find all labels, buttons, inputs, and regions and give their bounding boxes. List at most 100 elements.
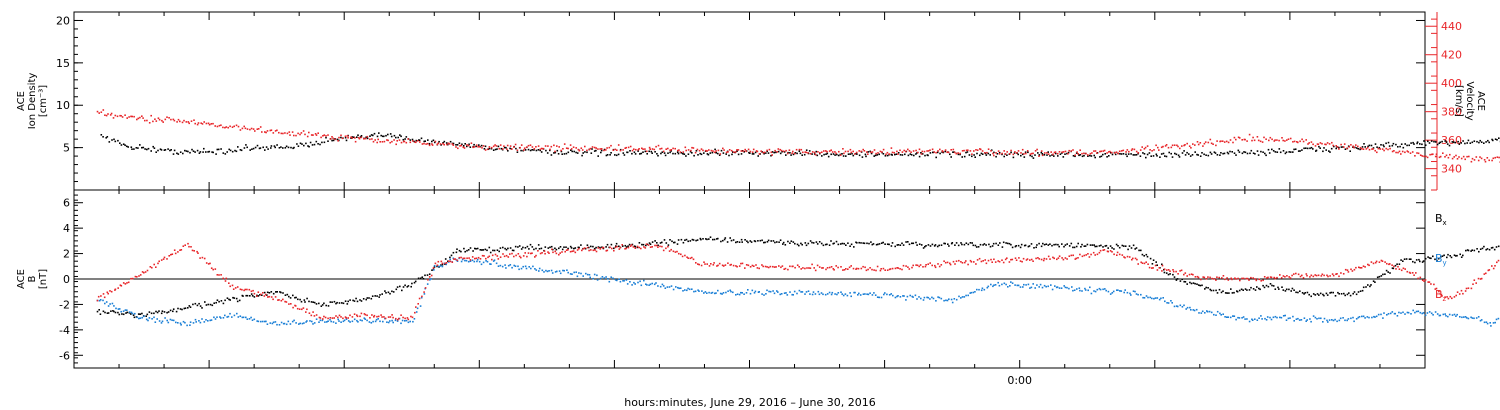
data-point	[890, 293, 892, 295]
data-point	[707, 153, 710, 156]
data-point	[292, 294, 294, 297]
data-point	[749, 240, 752, 242]
data-point	[345, 318, 348, 320]
data-point	[1272, 285, 1275, 287]
data-point	[1113, 248, 1115, 250]
data-point	[948, 245, 950, 247]
data-point	[103, 296, 106, 299]
data-point	[137, 117, 140, 120]
data-point	[1400, 143, 1403, 145]
data-point	[627, 246, 630, 249]
data-point	[926, 296, 928, 299]
data-point	[717, 237, 719, 240]
data-point	[717, 289, 719, 292]
data-point	[1194, 151, 1196, 153]
data-point	[252, 289, 254, 292]
data-point	[377, 315, 380, 318]
data-point	[608, 146, 611, 149]
data-point	[585, 272, 587, 275]
data-point	[1001, 246, 1004, 248]
data-point	[236, 300, 239, 303]
data-point	[218, 300, 220, 303]
data-point	[389, 141, 391, 144]
data-point	[453, 258, 455, 260]
data-point	[1099, 156, 1101, 158]
data-point	[471, 259, 474, 262]
data-point	[1023, 283, 1025, 286]
data-point	[515, 254, 517, 257]
data-point	[1109, 250, 1112, 252]
data-point	[110, 290, 113, 293]
data-point	[1026, 150, 1029, 152]
data-point	[122, 313, 125, 316]
data-point	[1319, 292, 1322, 295]
data-point	[1301, 292, 1304, 294]
data-point	[571, 250, 574, 253]
data-point	[1148, 152, 1151, 154]
data-point	[1276, 276, 1278, 279]
data-point	[538, 270, 540, 272]
data-point	[1282, 139, 1284, 142]
data-point	[1252, 136, 1254, 139]
data-point	[884, 292, 886, 294]
data-point	[429, 279, 431, 281]
data-point	[766, 149, 768, 152]
data-point	[665, 247, 667, 250]
data-point	[511, 266, 513, 269]
data-point	[1306, 291, 1309, 294]
data-point	[1318, 145, 1320, 148]
data-point	[329, 301, 332, 303]
data-point	[783, 268, 785, 270]
data-point	[954, 244, 956, 246]
data-point	[588, 249, 590, 252]
data-point	[286, 132, 289, 135]
data-point	[644, 148, 646, 150]
data-point	[535, 254, 537, 257]
data-point	[696, 239, 699, 241]
data-point	[1178, 156, 1181, 158]
data-point	[1225, 316, 1228, 318]
data-point	[729, 237, 731, 239]
data-point	[1453, 313, 1456, 316]
data-point	[242, 295, 244, 297]
data-point	[1006, 151, 1008, 153]
data-point	[957, 152, 959, 154]
data-point	[1470, 250, 1472, 252]
data-point	[1197, 143, 1200, 146]
data-point	[511, 148, 513, 150]
data-point	[1326, 294, 1329, 296]
data-point	[1201, 284, 1203, 287]
data-point	[469, 259, 472, 261]
data-point	[1319, 142, 1322, 144]
data-point	[396, 320, 399, 322]
data-point	[272, 321, 275, 324]
data-point	[401, 289, 403, 292]
data-point	[774, 241, 776, 244]
data-point	[780, 149, 783, 152]
data-point	[944, 149, 947, 151]
data-point	[289, 134, 291, 136]
data-point	[1460, 289, 1463, 292]
data-point	[1005, 242, 1007, 244]
data-point	[114, 114, 117, 117]
data-point	[1355, 147, 1358, 149]
data-point	[1492, 322, 1495, 324]
data-point	[912, 296, 914, 298]
data-point	[615, 242, 618, 245]
data-point	[167, 321, 170, 324]
data-point	[1427, 281, 1429, 283]
data-point	[581, 154, 583, 157]
data-point	[201, 318, 203, 320]
data-point	[249, 128, 251, 131]
data-point	[185, 150, 188, 152]
data-point	[808, 267, 810, 269]
data-point	[130, 146, 133, 148]
data-point	[830, 293, 833, 296]
data-point	[1459, 253, 1461, 256]
data-point	[840, 291, 842, 293]
data-point	[231, 126, 234, 128]
data-point	[366, 137, 369, 140]
data-point	[708, 265, 711, 267]
data-point	[586, 149, 588, 152]
data-point	[497, 145, 500, 148]
